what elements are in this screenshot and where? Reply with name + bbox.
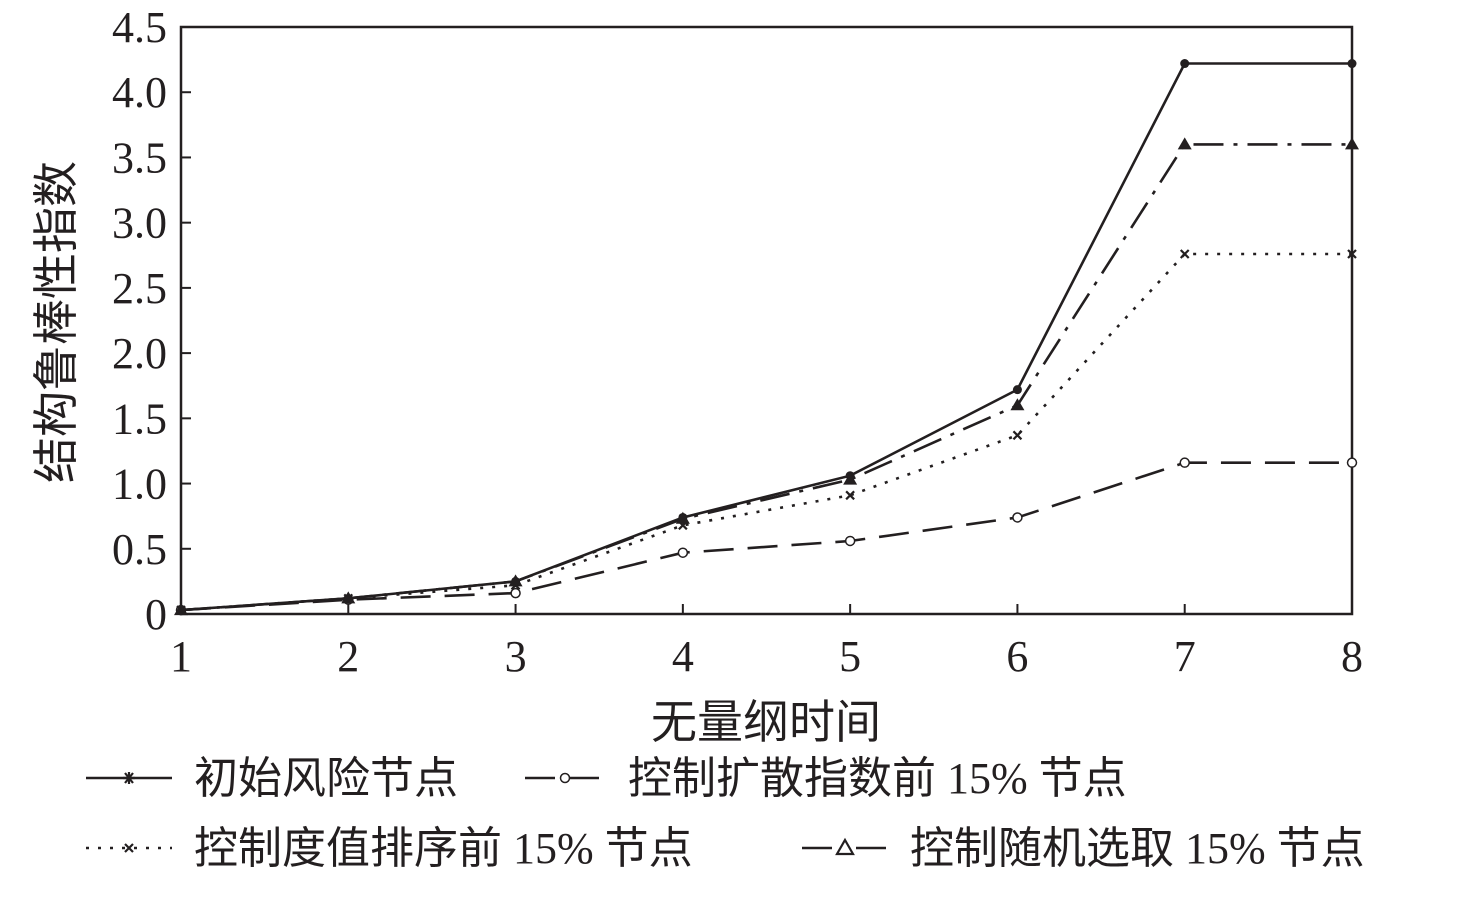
legend-swatch-marker <box>123 772 135 784</box>
y-axis-label: 结构鲁棒性指数 <box>31 161 82 483</box>
data-point <box>1179 249 1190 259</box>
y-tick-label: 3.0 <box>112 199 167 248</box>
data-point <box>1347 249 1357 259</box>
y-tick-label: 0.5 <box>112 525 167 574</box>
data-point <box>677 547 689 558</box>
x-axis-label: 无量纲时间 <box>651 697 881 748</box>
y-tick-label: 0 <box>145 590 167 639</box>
y-tick-label: 1.5 <box>112 394 167 443</box>
plot-area-frame <box>179 25 1354 616</box>
data-point <box>1012 385 1022 395</box>
data-point <box>1346 457 1358 468</box>
data-point <box>845 490 855 501</box>
legend-item-1: 初始风险节点 <box>86 754 458 803</box>
data-point <box>844 535 856 547</box>
x-tick-label: 3 <box>505 632 527 681</box>
x-tick-label: 2 <box>337 632 359 681</box>
y-tick-label: 2.0 <box>112 329 167 378</box>
series-line <box>180 461 1352 612</box>
legend-label: 控制度值排序前 15% 节点 <box>194 824 693 873</box>
data-point <box>341 591 356 604</box>
y-tick-label: 4.5 <box>112 3 167 52</box>
legend-item-3: 控制度值排序前 15% 节点 <box>86 824 693 873</box>
series-line <box>180 252 1352 612</box>
legend-label: 控制扩散指数前 15% 节点 <box>628 754 1127 803</box>
series-4 <box>174 137 1359 616</box>
data-point <box>508 574 523 587</box>
y-tick-label: 1.0 <box>112 460 167 509</box>
y-axis: 0 0.5 1.0 1.5 2.0 2.5 3.0 3.5 4.0 4.5 <box>112 3 191 639</box>
data-point <box>1345 137 1359 150</box>
data-point <box>675 511 690 524</box>
data-point <box>174 603 188 616</box>
x-tick-label: 4 <box>672 632 694 681</box>
x-tick-label: 8 <box>1341 632 1363 681</box>
data-point <box>1347 59 1357 69</box>
series-layer <box>174 59 1359 616</box>
legend-label: 控制随机选取 15% 节点 <box>910 824 1365 873</box>
series-line <box>180 62 1352 612</box>
series-3 <box>176 249 1357 615</box>
x-tick-label: 7 <box>1174 632 1196 681</box>
data-point <box>510 587 521 599</box>
legend-swatch-marker <box>559 772 571 784</box>
data-point <box>1012 512 1023 523</box>
series-line <box>180 143 1352 612</box>
y-tick-label: 3.5 <box>112 133 167 182</box>
data-point <box>1179 457 1190 468</box>
data-point <box>1177 137 1192 150</box>
x-tick-label: 5 <box>839 632 861 681</box>
legend-swatch-marker <box>835 837 855 856</box>
x-axis: 1 2 3 4 5 6 7 8 <box>170 604 1363 681</box>
y-tick-label: 2.5 <box>112 264 167 313</box>
y-tick-label: 4.0 <box>112 68 167 117</box>
data-point <box>1012 430 1023 441</box>
data-point <box>1180 59 1190 69</box>
legend-item-2: 控制扩散指数前 15% 节点 <box>525 754 1127 803</box>
data-point <box>843 472 858 485</box>
legend-item-4: 控制随机选取 15% 节点 <box>802 824 1365 873</box>
x-tick-label: 6 <box>1006 632 1028 681</box>
series-1 <box>176 59 1357 615</box>
x-tick-label: 1 <box>170 632 192 681</box>
data-point <box>1010 398 1025 411</box>
legend-label: 初始风险节点 <box>194 754 458 803</box>
legend-swatch-marker <box>124 843 134 853</box>
series-2 <box>175 457 1358 616</box>
